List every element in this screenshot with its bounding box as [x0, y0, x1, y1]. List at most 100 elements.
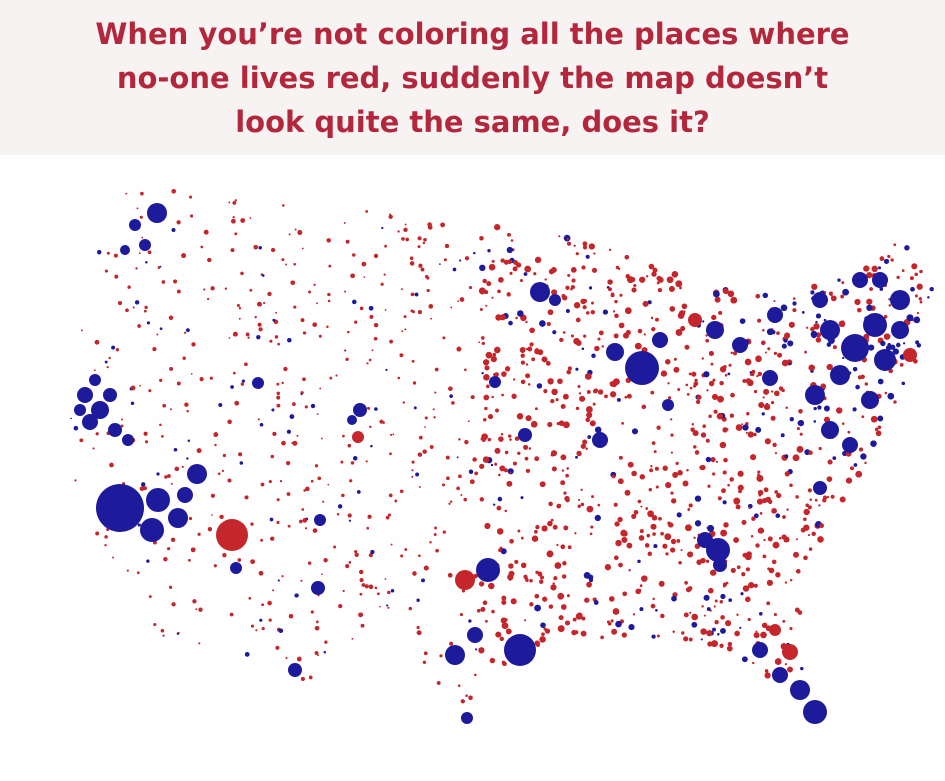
county-dot: [397, 230, 400, 233]
county-dot: [108, 423, 122, 437]
county-dot: [459, 613, 463, 617]
county-dot: [853, 463, 858, 467]
county-dot: [433, 416, 436, 419]
county-dot: [283, 366, 288, 372]
county-dot: [723, 584, 726, 588]
county-dot: [787, 666, 793, 673]
county-dot: [910, 287, 915, 292]
county-dot: [423, 238, 427, 242]
county-dot: [901, 381, 906, 386]
county-dot: [720, 594, 726, 599]
county-dot: [861, 391, 879, 409]
county-dot: [491, 609, 495, 614]
county-dot: [287, 338, 292, 343]
county-dot: [697, 532, 713, 548]
county-dot: [729, 477, 734, 482]
county-dot: [639, 529, 644, 533]
county-dot: [390, 543, 393, 546]
county-dot: [79, 438, 84, 443]
county-dot: [625, 351, 659, 385]
county-dot: [563, 234, 571, 242]
county-dot: [696, 394, 702, 400]
county-dot: [340, 460, 344, 464]
county-dot: [665, 552, 669, 556]
county-dot: [775, 572, 781, 578]
county-dot: [506, 292, 511, 297]
county-dot: [267, 600, 272, 606]
county-dot: [561, 604, 567, 610]
county-dot: [720, 529, 727, 537]
county-dot: [153, 623, 157, 627]
county-dot: [587, 435, 592, 439]
county-dot: [497, 528, 504, 535]
county-dot: [458, 474, 462, 479]
county-dot: [811, 283, 818, 290]
county-dot: [190, 214, 194, 218]
county-dot: [807, 505, 812, 510]
county-dot: [286, 429, 292, 434]
county-dot: [717, 395, 724, 403]
county-dot: [675, 280, 683, 288]
county-dot: [486, 384, 490, 389]
county-dot: [626, 542, 633, 549]
county-dot: [879, 256, 885, 261]
county-dot: [582, 305, 587, 310]
county-dot: [671, 595, 677, 602]
county-dot: [646, 533, 651, 538]
county-dot: [207, 527, 212, 532]
county-dot: [184, 402, 189, 407]
county-dot: [634, 342, 642, 350]
county-dot: [592, 432, 608, 448]
county-dot: [533, 272, 537, 276]
county-dot: [579, 395, 586, 402]
county-dot: [688, 313, 702, 327]
county-dot: [614, 555, 619, 561]
county-dot: [566, 369, 571, 375]
county-dot: [580, 443, 586, 449]
county-dot: [234, 400, 239, 406]
county-dot: [694, 495, 702, 502]
county-dot: [203, 229, 209, 235]
county-dot: [474, 471, 479, 476]
county-dot: [399, 489, 404, 494]
county-dot: [481, 341, 485, 345]
county-dot: [693, 381, 699, 387]
county-dot: [140, 191, 144, 196]
county-dot: [481, 433, 488, 440]
county-dot: [145, 261, 148, 264]
county-dot: [884, 391, 888, 395]
county-dot: [708, 414, 712, 419]
county-dot: [662, 399, 674, 411]
county-dot: [444, 243, 450, 249]
county-dot: [593, 600, 599, 605]
county-dot: [673, 357, 677, 361]
county-dot: [483, 394, 490, 401]
county-dot: [314, 464, 319, 468]
county-dot: [713, 558, 727, 572]
county-dot: [491, 259, 495, 263]
county-dot: [705, 338, 709, 343]
county-dot: [321, 573, 323, 576]
county-dot: [566, 467, 569, 470]
county-dot: [571, 334, 574, 338]
county-dot: [482, 600, 488, 605]
county-dot: [248, 596, 252, 600]
county-dot: [525, 347, 529, 351]
county-dot: [860, 374, 865, 379]
county-dot: [613, 378, 620, 386]
county-dot: [258, 570, 264, 576]
county-dot: [527, 346, 533, 352]
county-dot: [506, 246, 513, 254]
county-dot: [411, 469, 414, 472]
county-dot: [143, 309, 147, 313]
county-dot: [551, 388, 558, 396]
county-dot: [767, 307, 783, 323]
county-dot: [916, 312, 920, 315]
county-dot: [808, 533, 811, 537]
caption-line: no-one lives red, suddenly the map doesn…: [116, 61, 829, 95]
county-dot: [903, 348, 917, 362]
county-dot: [494, 224, 501, 231]
county-dot: [529, 327, 535, 334]
county-dot: [893, 243, 897, 247]
county-dot: [433, 533, 437, 536]
